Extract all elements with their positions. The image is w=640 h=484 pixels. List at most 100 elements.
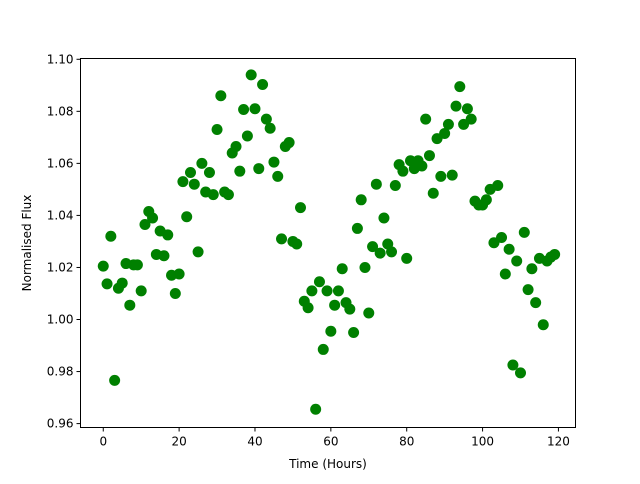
data-point — [359, 261, 371, 273]
data-point — [238, 104, 250, 116]
y-tick-label: 1.06 — [47, 156, 74, 170]
data-point — [435, 170, 447, 182]
data-point — [241, 130, 253, 142]
data-point — [465, 113, 477, 125]
data-point — [109, 374, 121, 386]
data-point — [101, 278, 113, 290]
data-point — [420, 113, 432, 125]
data-point — [135, 285, 147, 297]
data-point — [188, 178, 200, 190]
data-point — [257, 79, 269, 91]
data-point — [446, 169, 458, 181]
data-point — [511, 255, 523, 267]
data-point — [537, 319, 549, 331]
data-point — [317, 343, 329, 355]
y-axis: 0.96 0.98 1.00 1.02 1.04 1.06 1.08 1.10 — [47, 52, 81, 431]
data-point — [351, 222, 363, 234]
data-point — [139, 219, 151, 231]
data-point — [423, 150, 435, 162]
x-tick-label: 40 — [247, 435, 262, 449]
data-point — [131, 259, 143, 271]
data-point — [439, 127, 451, 139]
data-point — [185, 166, 196, 178]
data-point — [499, 268, 511, 280]
data-point — [454, 81, 466, 93]
data-point — [207, 189, 219, 201]
data-point — [234, 165, 246, 177]
data-point — [245, 69, 257, 81]
data-point — [329, 299, 341, 311]
data-point — [503, 243, 515, 255]
data-point — [276, 233, 288, 245]
data-point — [355, 194, 367, 206]
data-point — [461, 103, 473, 115]
data-point — [496, 232, 508, 244]
data-point — [325, 325, 337, 337]
data-point — [310, 403, 322, 415]
data-point — [492, 179, 504, 191]
data-point — [427, 187, 439, 199]
y-axis-label: Normalised Flux — [20, 195, 34, 292]
data-point — [147, 212, 159, 224]
y-tick-label: 1.10 — [47, 52, 74, 66]
data-point — [374, 247, 386, 259]
data-point — [549, 248, 561, 260]
data-point — [295, 202, 306, 214]
data-point — [192, 246, 204, 258]
y-tick-label: 0.96 — [47, 417, 74, 431]
data-point — [253, 163, 265, 175]
data-point — [291, 238, 303, 250]
x-tick-label: 60 — [323, 435, 338, 449]
y-tick-label: 1.04 — [47, 208, 74, 222]
data-point — [116, 277, 128, 289]
data-point — [177, 176, 189, 188]
data-point — [321, 285, 333, 297]
data-point — [348, 327, 360, 339]
x-axis-label: Time (Hours) — [288, 457, 367, 471]
data-point — [268, 156, 280, 168]
data-point — [264, 122, 276, 134]
data-point — [367, 241, 379, 253]
data-point — [230, 140, 242, 152]
data-point — [530, 297, 542, 309]
data-point — [332, 285, 344, 297]
data-point — [389, 179, 401, 191]
data-point — [363, 307, 375, 319]
data-point — [105, 230, 117, 242]
data-points — [97, 69, 561, 415]
data-point — [260, 113, 272, 125]
y-tick-label: 1.02 — [47, 260, 74, 274]
y-tick-label: 0.98 — [47, 365, 74, 379]
data-point — [249, 103, 261, 115]
data-point — [306, 285, 318, 297]
data-point — [397, 165, 409, 177]
data-point — [283, 137, 295, 149]
data-point — [378, 212, 390, 224]
x-tick-label: 0 — [99, 435, 107, 449]
data-point — [386, 246, 398, 258]
data-point — [272, 170, 284, 182]
data-point — [313, 276, 325, 288]
data-point — [215, 90, 227, 102]
data-point — [480, 194, 492, 206]
data-point — [344, 303, 356, 315]
data-point — [222, 189, 234, 201]
data-point — [158, 250, 170, 262]
data-point — [203, 166, 215, 178]
x-tick-label: 120 — [547, 435, 570, 449]
data-point — [302, 302, 314, 314]
data-point — [442, 118, 454, 130]
data-point — [196, 157, 208, 169]
x-axis: 0 20 40 60 80 100 120 — [99, 427, 570, 449]
plot-area-frame — [80, 58, 576, 428]
data-point — [450, 100, 462, 112]
data-point — [518, 226, 530, 238]
y-tick-label: 1.00 — [47, 313, 74, 327]
data-point — [416, 160, 428, 172]
data-point — [162, 229, 174, 241]
y-tick-label: 1.08 — [47, 104, 74, 118]
data-point — [169, 287, 181, 299]
data-point — [401, 252, 413, 264]
data-point — [211, 124, 223, 136]
